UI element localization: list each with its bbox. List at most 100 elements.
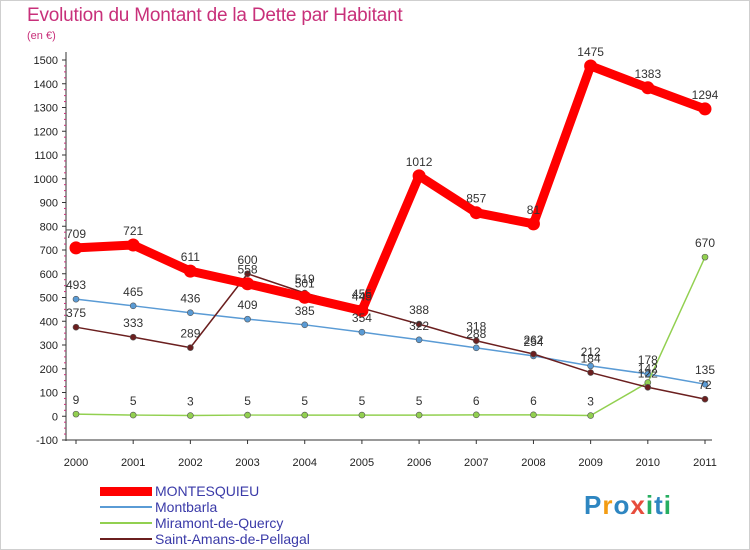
data-label-0: 1294 <box>692 88 719 102</box>
data-point-0 <box>469 206 483 220</box>
data-point-3 <box>530 350 537 358</box>
data-label-1: 436 <box>180 292 200 306</box>
data-label-1: 178 <box>638 353 658 367</box>
y-tick-label: 1200 <box>34 126 58 138</box>
data-point-1 <box>244 315 251 323</box>
data-label-2: 6 <box>530 394 537 408</box>
y-tick-label: 1300 <box>34 103 58 115</box>
data-point-3 <box>187 344 194 351</box>
legend-swatch <box>100 506 152 508</box>
data-point-1 <box>415 336 423 344</box>
data-label-2: 5 <box>130 394 137 408</box>
series-line-1 <box>75 298 706 385</box>
y-tick-label: 500 <box>40 293 58 305</box>
data-label-2: 5 <box>416 394 423 408</box>
data-label-1: 254 <box>523 335 543 349</box>
data-label-0: 721 <box>123 224 143 238</box>
data-point-0 <box>526 217 540 231</box>
data-label-1: 135 <box>695 363 715 377</box>
x-tick-label: 2005 <box>350 457 374 469</box>
data-label-3: 455 <box>352 287 372 301</box>
data-point-1 <box>129 302 137 310</box>
data-point-0 <box>355 304 369 318</box>
data-label-3: 519 <box>295 272 315 286</box>
data-point-2 <box>472 411 480 419</box>
data-point-2 <box>244 411 251 419</box>
data-point-2 <box>587 412 594 419</box>
data-label-2: 142 <box>638 362 658 376</box>
x-tick-label: 2009 <box>578 457 602 469</box>
series-line-2 <box>75 256 706 417</box>
series-line-0 <box>75 61 707 316</box>
legend-swatch <box>100 522 152 524</box>
data-point-3 <box>244 270 251 278</box>
data-point-0 <box>126 238 140 252</box>
data-label-2: 3 <box>587 395 594 409</box>
y-tick-label: 100 <box>40 388 58 400</box>
x-tick-label: 2010 <box>636 457 660 469</box>
x-tick-label: 2008 <box>521 457 545 469</box>
data-label-1: 212 <box>581 345 601 359</box>
data-label-3: 122 <box>638 366 658 380</box>
chart-title: Evolution du Montant de la Dette par Hab… <box>27 5 403 26</box>
data-point-2 <box>530 411 537 419</box>
unit-label: (en €) <box>27 30 56 42</box>
data-label-2: 5 <box>301 394 308 408</box>
data-label-3: 289 <box>180 327 200 341</box>
data-label-2: 9 <box>73 393 80 407</box>
data-label-3: 388 <box>409 303 429 317</box>
data-point-3 <box>701 395 709 403</box>
data-point-2 <box>187 412 194 419</box>
data-point-2 <box>129 411 137 419</box>
legend-label: Montbarla <box>155 499 218 515</box>
data-point-0 <box>641 81 655 95</box>
data-point-3 <box>415 320 423 328</box>
legend-swatch <box>100 538 152 540</box>
data-label-3: 333 <box>123 316 143 330</box>
data-label-0: 611 <box>181 250 200 264</box>
data-label-3: 318 <box>466 320 486 334</box>
data-label-2: 6 <box>473 394 480 408</box>
y-tick-label: 700 <box>40 245 58 257</box>
data-label-2: 3 <box>187 395 194 409</box>
data-point-0 <box>69 241 83 255</box>
data-point-1 <box>187 309 194 317</box>
data-label-0: 81 <box>527 203 541 217</box>
logo-letter: P <box>584 490 603 520</box>
data-point-3 <box>472 337 480 345</box>
y-tick-label: -100 <box>36 435 58 447</box>
data-point-3 <box>644 383 652 391</box>
proxiti-logo: Proxiti <box>584 490 672 521</box>
data-label-1: 322 <box>409 319 429 333</box>
data-label-3: 375 <box>66 306 86 320</box>
data-label-0: 1383 <box>634 67 661 81</box>
data-point-1 <box>587 362 594 370</box>
data-label-2: 670 <box>695 236 715 250</box>
legend-label: MONTESQUIEU <box>155 483 260 499</box>
data-label-0: 1475 <box>577 45 604 59</box>
x-tick-label: 2011 <box>693 457 717 469</box>
y-tick-label: 1500 <box>34 55 58 67</box>
data-point-0 <box>412 169 426 183</box>
y-tick-label: 1100 <box>34 150 58 162</box>
data-point-0 <box>183 264 197 278</box>
legend-label: Saint-Amans-de-Pellagal <box>155 531 310 547</box>
data-label-0: 501 <box>295 276 315 290</box>
data-point-2 <box>358 411 366 419</box>
logo-letter: o <box>613 490 631 520</box>
data-label-2: 5 <box>359 394 366 408</box>
data-point-1 <box>701 380 709 388</box>
x-tick-label: 2001 <box>121 457 145 469</box>
data-label-2: 5 <box>244 394 251 408</box>
y-tick-label: 1400 <box>34 79 58 91</box>
data-point-2 <box>701 253 709 261</box>
x-tick-label: 2000 <box>64 457 88 469</box>
data-label-3: 600 <box>238 253 258 267</box>
data-point-0 <box>298 290 312 304</box>
data-label-1: 493 <box>66 278 86 292</box>
data-label-3: 72 <box>698 378 712 392</box>
logo-letter: r <box>602 490 614 520</box>
data-label-1: 465 <box>123 285 143 299</box>
data-label-3: 184 <box>581 352 601 366</box>
